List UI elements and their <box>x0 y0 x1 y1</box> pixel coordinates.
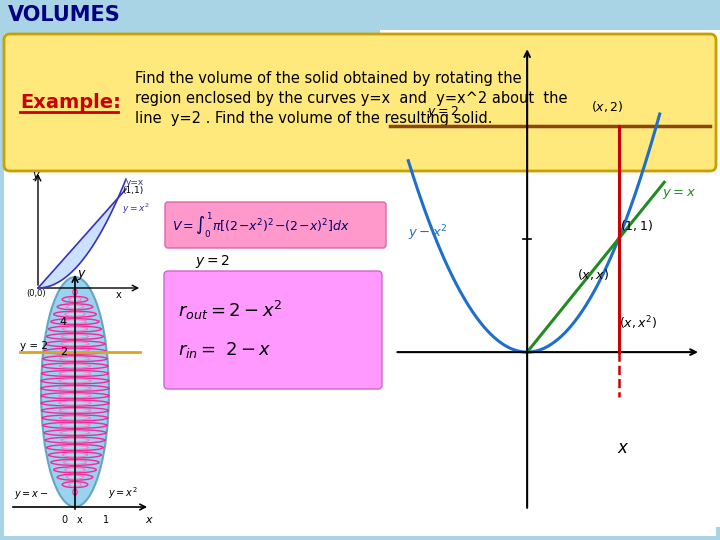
Text: 2: 2 <box>60 347 67 357</box>
Text: y: y <box>77 267 84 280</box>
Text: $(x,2)$: $(x,2)$ <box>591 99 624 114</box>
Text: $(x,x)$: $(x,x)$ <box>577 267 609 282</box>
Ellipse shape <box>61 438 89 442</box>
Ellipse shape <box>60 423 90 427</box>
Ellipse shape <box>63 327 87 331</box>
Ellipse shape <box>41 277 109 507</box>
Ellipse shape <box>67 475 84 479</box>
Text: y = 2: y = 2 <box>20 341 48 351</box>
FancyBboxPatch shape <box>164 271 382 389</box>
Ellipse shape <box>59 409 91 413</box>
Text: region enclosed by the curves y=x  and  y=x^2 about  the: region enclosed by the curves y=x and y=… <box>135 91 567 105</box>
Text: Find the volume of the solid obtained by rotating the: Find the volume of the solid obtained by… <box>135 71 521 85</box>
Text: (0,0): (0,0) <box>26 289 45 298</box>
Ellipse shape <box>60 431 89 435</box>
Ellipse shape <box>65 468 85 472</box>
Text: line  y=2 . Find the volume of the resulting solid.: line y=2 . Find the volume of the result… <box>135 111 492 125</box>
Ellipse shape <box>59 386 91 390</box>
Text: $(1,1)$: $(1,1)$ <box>621 218 654 233</box>
Text: Example:: Example: <box>20 93 121 112</box>
Text: 4: 4 <box>60 317 67 327</box>
Text: x: x <box>116 290 122 300</box>
Ellipse shape <box>60 416 91 420</box>
FancyBboxPatch shape <box>4 34 716 171</box>
Text: $y - x^2$: $y - x^2$ <box>408 224 448 243</box>
Ellipse shape <box>62 334 89 339</box>
FancyBboxPatch shape <box>165 202 386 248</box>
Ellipse shape <box>60 349 89 353</box>
Ellipse shape <box>63 453 87 457</box>
Text: $y=x^2$: $y=x^2$ <box>108 485 138 501</box>
Text: 1: 1 <box>103 515 109 525</box>
Ellipse shape <box>67 305 84 309</box>
Text: 0: 0 <box>61 515 67 525</box>
Ellipse shape <box>59 401 91 405</box>
Text: $y=x^2$: $y=x^2$ <box>122 201 150 215</box>
Text: $x$: $x$ <box>617 440 629 457</box>
Bar <box>0 0 720 30</box>
Ellipse shape <box>62 446 89 450</box>
Text: VOLUMES: VOLUMES <box>8 5 121 25</box>
Text: $y = x$: $y = x$ <box>662 186 696 200</box>
Text: $y = 2$: $y = 2$ <box>195 253 230 271</box>
Ellipse shape <box>61 342 89 346</box>
Text: $r_{in} = \ 2 - x$: $r_{in} = \ 2 - x$ <box>178 340 271 360</box>
Ellipse shape <box>59 372 91 375</box>
Text: $(x,x^2)$: $(x,x^2)$ <box>619 314 658 332</box>
Bar <box>380 30 720 527</box>
Ellipse shape <box>63 461 86 464</box>
Text: y=x: y=x <box>126 178 144 187</box>
Ellipse shape <box>73 490 76 494</box>
Text: $V = \int_0^1\pi\left[(2\!-\!x^2)^2\!-\!(2\!-\!x)^2\right]dx$: $V = \int_0^1\pi\left[(2\!-\!x^2)^2\!-\!… <box>172 210 350 240</box>
Bar <box>12 174 142 302</box>
Text: y: y <box>32 171 39 180</box>
Ellipse shape <box>73 290 76 294</box>
Text: (1,1): (1,1) <box>122 186 143 195</box>
Ellipse shape <box>65 312 85 316</box>
Text: x: x <box>77 515 83 525</box>
Text: $y=x-$: $y=x-$ <box>14 489 49 501</box>
Ellipse shape <box>60 356 90 361</box>
Ellipse shape <box>60 364 91 368</box>
Text: $y = 2$: $y = 2$ <box>426 104 458 120</box>
Polygon shape <box>38 198 118 288</box>
Ellipse shape <box>59 394 91 397</box>
Ellipse shape <box>59 379 91 383</box>
Text: x: x <box>145 515 152 525</box>
Ellipse shape <box>69 483 81 487</box>
Ellipse shape <box>69 298 81 301</box>
Ellipse shape <box>63 320 86 323</box>
Text: $r_{out} = 2 - x^2$: $r_{out} = 2 - x^2$ <box>178 299 282 321</box>
